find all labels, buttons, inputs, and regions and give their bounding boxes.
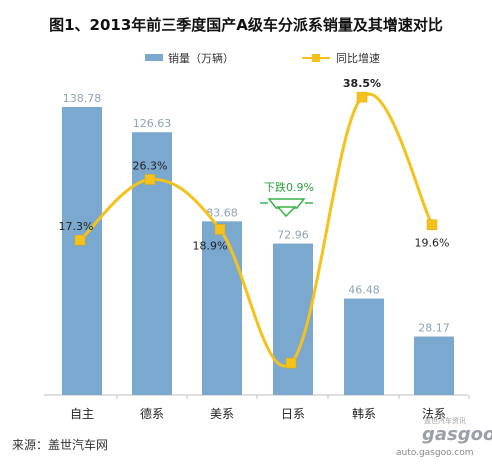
legend-label-growth: 同比增速	[336, 51, 380, 65]
bar-3	[202, 221, 242, 395]
bar-6	[414, 336, 454, 395]
x-tick-1: 自主	[70, 407, 94, 421]
legend-swatch-sales	[145, 54, 163, 61]
growth-label-5: 38.5%	[343, 77, 381, 90]
growth-label-2: 26.3%	[133, 159, 168, 172]
bar-label-3: 83.68	[206, 206, 238, 219]
growth-marker-1	[74, 234, 86, 246]
source-note: 来源：盖世汽车网	[12, 438, 109, 452]
watermark-logo: 盖世汽车资讯 gasgoo auto.gasgoo.com	[396, 414, 492, 458]
watermark-brand: gasgoo	[422, 424, 492, 445]
bar-label-5: 46.48	[348, 284, 380, 297]
legend: 销量（万辆） 同比增速	[145, 51, 380, 65]
legend-marker-growth	[312, 54, 320, 62]
x-tick-2: 德系	[140, 406, 164, 421]
x-tick-3: 美系	[210, 407, 234, 421]
decline-annotation: 下跌0.9%	[264, 180, 314, 194]
watermark-url: auto.gasgoo.com	[396, 448, 474, 458]
watermark-small: 盖世汽车资讯	[424, 417, 466, 425]
bar-4	[273, 243, 313, 395]
growth-label-1: 17.3%	[59, 220, 94, 233]
bar-label-2: 126.63	[133, 117, 172, 130]
growth-marker-2	[144, 174, 156, 185]
growth-label-6: 19.6%	[415, 237, 450, 250]
growth-marker-4	[285, 357, 297, 369]
bar-1	[62, 107, 102, 395]
growth-label-3: 18.9%	[193, 239, 228, 252]
x-tick-6: 法系	[422, 407, 446, 421]
bar-label-4: 72.96	[277, 229, 309, 242]
x-tick-4: 日系	[281, 407, 305, 421]
bar-label-1: 138.78	[63, 92, 102, 105]
bar-label-6: 28.17	[418, 322, 450, 335]
growth-marker-5	[356, 91, 368, 103]
decline-arrow: 下跌0.9%	[260, 180, 314, 218]
growth-marker-6	[426, 219, 438, 230]
legend-label-sales: 销量（万辆）	[168, 51, 234, 65]
chart-title: 图1、2013年前三季度国产A级车分派系销量及其增速对比	[49, 16, 443, 34]
growth-marker-3	[214, 224, 226, 235]
decline-arrow-shape	[267, 198, 306, 209]
decline-arrow-head	[276, 206, 297, 218]
x-tick-5: 韩系	[352, 406, 376, 421]
bar-5	[344, 298, 384, 395]
